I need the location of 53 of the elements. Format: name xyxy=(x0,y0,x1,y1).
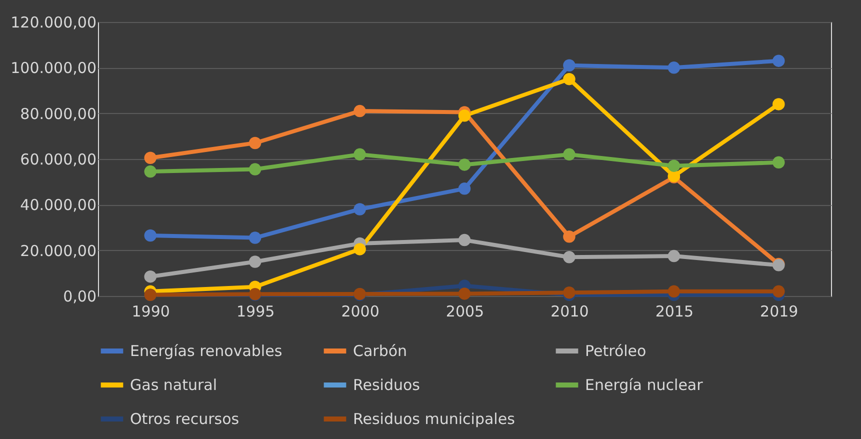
point xyxy=(144,165,156,178)
legend-label: Energías renovables xyxy=(130,342,282,360)
y-tick-label: 60.000,00 xyxy=(20,150,96,168)
point xyxy=(772,98,785,110)
point xyxy=(354,104,366,118)
x-tick-label: 2005 xyxy=(446,302,484,320)
point xyxy=(248,136,262,150)
legend-label: Residuos xyxy=(353,376,420,394)
point xyxy=(563,251,576,264)
point xyxy=(772,54,785,67)
x-tick-label: 2000 xyxy=(341,302,380,320)
legend-label: Residuos municipales xyxy=(353,410,516,428)
point xyxy=(354,243,366,256)
legend-label: Gas natural xyxy=(130,376,218,394)
legend-label: Petróleo xyxy=(585,342,646,360)
point xyxy=(144,229,156,242)
y-tick-label: 0,00 xyxy=(63,288,96,306)
point xyxy=(458,234,471,246)
y-tick-label: 40.000,00 xyxy=(20,196,96,214)
x-tick-label: 2015 xyxy=(655,302,694,320)
point xyxy=(248,163,262,176)
x-tick-label: 1990 xyxy=(132,302,170,320)
point xyxy=(144,152,156,164)
point xyxy=(563,230,576,243)
point xyxy=(354,203,366,216)
x-tick-label: 1995 xyxy=(236,302,275,320)
y-tick-label: 100.000,00 xyxy=(10,59,96,78)
legend-label: Carbón xyxy=(353,342,408,360)
point xyxy=(563,59,576,72)
point xyxy=(563,72,576,86)
point xyxy=(668,62,680,74)
point xyxy=(144,270,156,283)
point xyxy=(458,110,471,122)
point xyxy=(354,148,366,161)
point xyxy=(248,232,262,244)
x-tick-label: 2010 xyxy=(550,302,589,320)
legend-label: Otros recursos xyxy=(130,410,240,428)
y-tick-label: 120.000,00 xyxy=(10,14,96,32)
point xyxy=(563,148,576,161)
x-tick-label: 2019 xyxy=(760,302,798,320)
y-tick-label: 20.000,00 xyxy=(20,242,96,260)
point xyxy=(458,182,471,195)
legend-label: Energía nuclear xyxy=(585,376,704,394)
point xyxy=(668,285,680,298)
point xyxy=(668,250,680,262)
point xyxy=(772,156,785,169)
point xyxy=(563,286,576,299)
y-tick-label: 80.000,00 xyxy=(20,104,96,123)
point xyxy=(458,288,471,300)
point xyxy=(248,256,262,268)
point xyxy=(668,160,680,172)
point xyxy=(458,158,471,171)
point xyxy=(772,285,785,298)
